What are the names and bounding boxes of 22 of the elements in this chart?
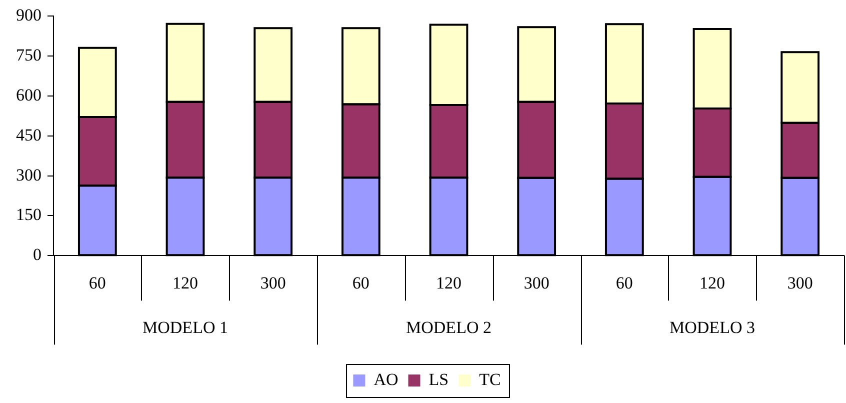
y-tick-label: 0 bbox=[33, 245, 42, 264]
x-tick-label: 300 bbox=[787, 273, 813, 292]
y-tick-label: 900 bbox=[16, 6, 42, 25]
legend-label: TC bbox=[479, 370, 501, 389]
y-tick-label: 450 bbox=[16, 125, 42, 144]
legend-label: LS bbox=[428, 370, 449, 389]
x-tick-label: 60 bbox=[616, 273, 633, 292]
x-tick-label: 300 bbox=[260, 273, 286, 292]
x-tick-label: 120 bbox=[436, 273, 462, 292]
y-tick-label: 150 bbox=[16, 205, 42, 224]
text: MODELO 2 bbox=[406, 318, 492, 338]
x-tick-label: 60 bbox=[88, 273, 106, 292]
y-tick-label: 600 bbox=[16, 85, 42, 104]
text: MODELO 1 bbox=[142, 318, 228, 338]
legend-label: AO bbox=[374, 370, 398, 389]
x-tick-label: 120 bbox=[700, 273, 725, 292]
x-tick-label: 120 bbox=[172, 273, 198, 292]
x-tick-label: 300 bbox=[524, 273, 550, 292]
text: MODELO 3 bbox=[670, 318, 755, 338]
x-tick-label: 60 bbox=[352, 273, 370, 292]
y-tick-label: 300 bbox=[16, 165, 42, 184]
y-tick-label: 750 bbox=[16, 46, 42, 65]
